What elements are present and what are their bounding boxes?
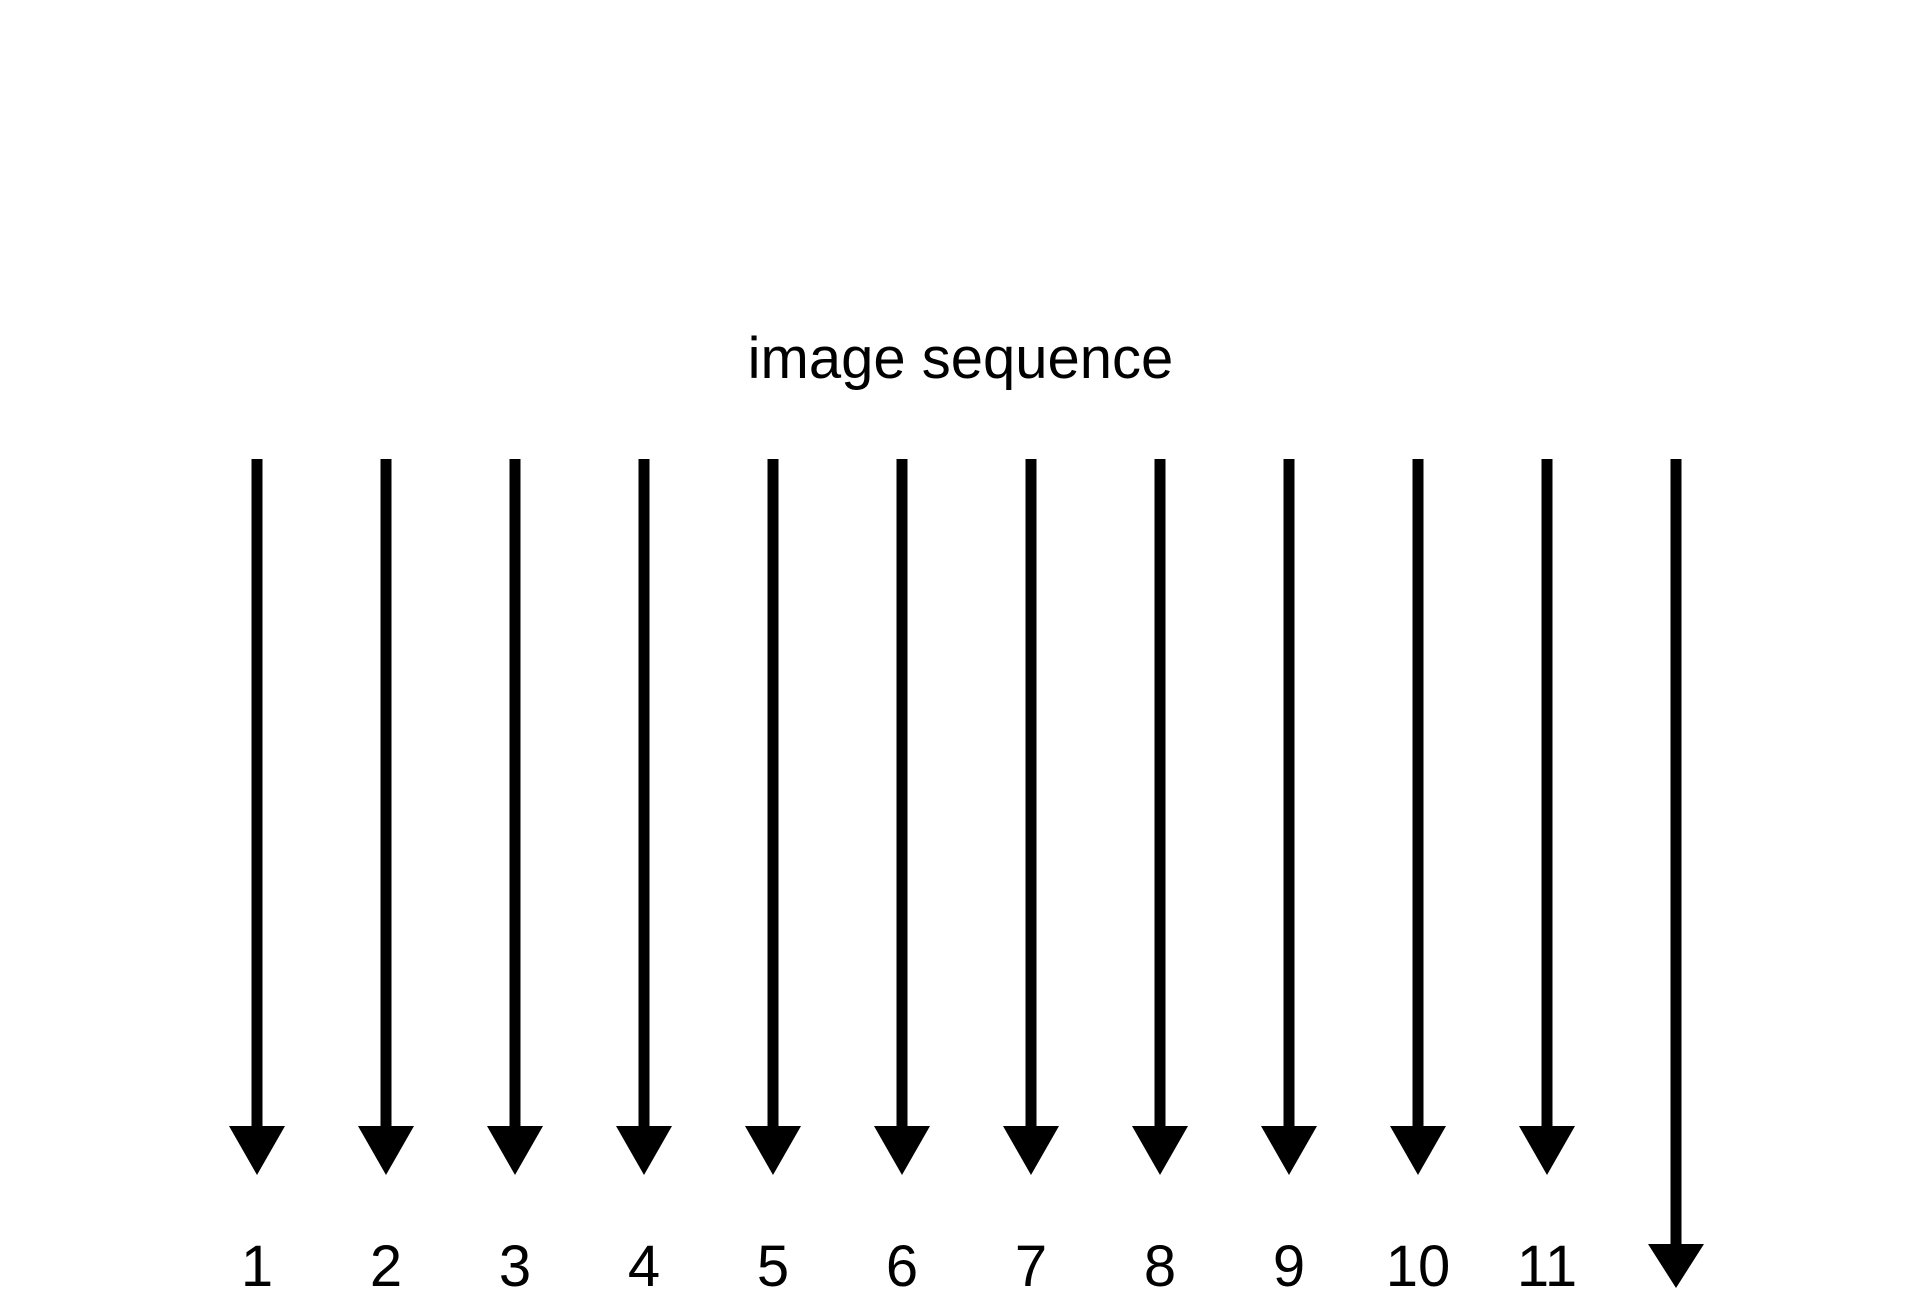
frame-arrow-head	[745, 1126, 801, 1175]
frame-arrow-head	[487, 1126, 543, 1175]
frame-label: 6	[885, 1234, 919, 1299]
frame-arrow-head	[616, 1126, 672, 1175]
frame-arrow	[358, 459, 414, 1175]
frame-arrow-shaft	[1025, 459, 1037, 1130]
frame-arrow-shaft	[767, 459, 779, 1130]
frame-arrow	[1261, 459, 1317, 1175]
frame-arrow	[1132, 459, 1188, 1175]
frame-arrow	[487, 459, 543, 1175]
frame-arrow-shaft	[1283, 459, 1295, 1130]
frame-label: 4	[627, 1234, 661, 1299]
frame-arrow-shaft	[1541, 459, 1553, 1130]
frame-arrow	[1003, 459, 1059, 1175]
continuation-arrow-head	[1648, 1244, 1704, 1288]
frame-arrow-head	[358, 1126, 414, 1175]
frame-label: 10	[1385, 1234, 1451, 1299]
frame-label: 3	[498, 1234, 532, 1299]
frame-arrow-shaft	[380, 459, 392, 1130]
frame-arrow-shaft	[1154, 459, 1166, 1130]
frame-arrow	[1390, 459, 1446, 1175]
frame-label: 5	[756, 1234, 790, 1299]
frame-arrow-head	[874, 1126, 930, 1175]
frame-label: 11	[1516, 1234, 1578, 1299]
diagram-title: image sequence	[747, 326, 1174, 391]
continuation-arrow-shaft	[1670, 459, 1682, 1248]
frame-arrow-head	[229, 1126, 285, 1175]
frame-label: 9	[1272, 1234, 1306, 1299]
frame-arrow	[874, 459, 930, 1175]
frame-arrow-shaft	[638, 459, 650, 1130]
continuation-arrow	[1648, 459, 1704, 1288]
frame-arrow	[745, 459, 801, 1175]
frame-arrow-head	[1132, 1126, 1188, 1175]
frame-arrow-shaft	[896, 459, 908, 1130]
frame-label: 1	[240, 1234, 274, 1299]
frame-arrow-shaft	[1412, 459, 1424, 1130]
frame-arrow	[229, 459, 285, 1175]
frame-arrow-head	[1519, 1126, 1575, 1175]
frame-arrow	[616, 459, 672, 1175]
frame-label: 8	[1143, 1234, 1177, 1299]
frame-arrow-shaft	[251, 459, 263, 1130]
frame-arrow-head	[1390, 1126, 1446, 1175]
frame-arrow-head	[1261, 1126, 1317, 1175]
frame-arrow	[1519, 459, 1575, 1175]
frame-arrow-shaft	[509, 459, 521, 1130]
frame-arrow-head	[1003, 1126, 1059, 1175]
frame-label: 2	[369, 1234, 403, 1299]
frame-label: 7	[1014, 1234, 1048, 1299]
